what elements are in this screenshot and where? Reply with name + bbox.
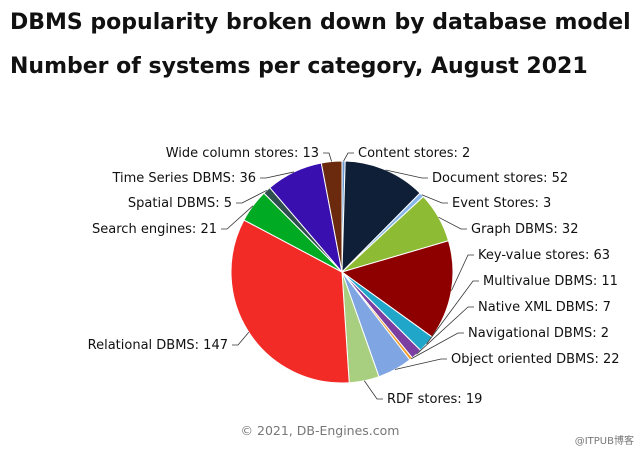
chart-subtitle: Number of systems per category, August 2… — [10, 54, 588, 79]
pie-slice-relational-dbms — [230, 219, 350, 384]
slice-label: Wide column stores: 13 — [166, 146, 319, 161]
slice-label: Event Stores: 3 — [452, 196, 551, 211]
watermark-text: @ITPUB博客 — [574, 436, 634, 447]
slice-label: Spatial DBMS: 5 — [128, 196, 232, 211]
leader-line — [323, 152, 332, 162]
slice-labels: Content stores: 2 Document stores: 52 Even… — [88, 146, 620, 407]
leader-line — [260, 171, 295, 179]
leader-line — [394, 358, 447, 370]
slice-label: RDF stores: 19 — [387, 392, 482, 407]
slice-label: Time Series DBMS: 36 — [111, 171, 256, 186]
label-leader-lines — [221, 152, 479, 400]
leader-line — [451, 254, 474, 291]
slice-label: Document stores: 52 — [432, 171, 568, 186]
leader-line — [438, 216, 467, 230]
leader-line — [343, 152, 354, 162]
leader-line — [236, 189, 268, 204]
slice-label: Search engines: 21 — [92, 222, 217, 237]
leader-line — [385, 169, 428, 179]
chart-title: DBMS popularity broken down by database … — [10, 10, 631, 35]
leader-line — [363, 380, 383, 400]
leader-line — [410, 332, 464, 360]
leader-line — [232, 332, 250, 346]
leader-line — [421, 194, 448, 204]
leader-line — [416, 306, 474, 355]
leader-line — [426, 280, 479, 345]
copyright-text: © 2021, DB-Engines.com — [240, 423, 400, 438]
slice-label: Relational DBMS: 147 — [88, 338, 228, 353]
slice-label: Object oriented DBMS: 22 — [451, 352, 620, 367]
slice-label: Key-value stores: 63 — [478, 248, 610, 263]
pie-slices — [230, 160, 454, 384]
leader-line — [221, 205, 254, 230]
slice-label: Native XML DBMS: 7 — [478, 300, 611, 315]
slice-label: Graph DBMS: 32 — [471, 222, 578, 237]
slice-label: Multivalue DBMS: 11 — [483, 274, 618, 289]
slice-label: Navigational DBMS: 2 — [468, 326, 609, 341]
slice-label: Content stores: 2 — [358, 146, 470, 161]
